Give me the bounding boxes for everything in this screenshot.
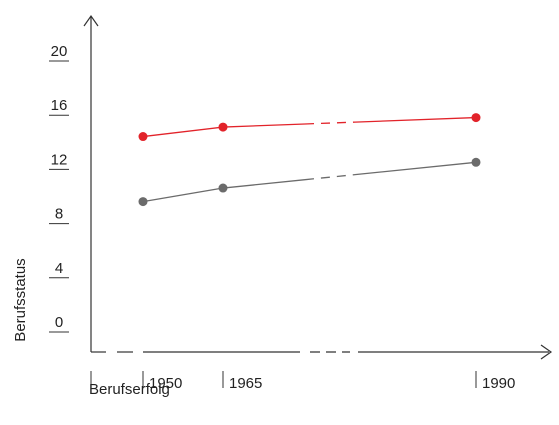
series-1-segment xyxy=(354,161,477,176)
y-tick-label: 8 xyxy=(55,206,63,223)
y-tick-label: 0 xyxy=(55,314,63,331)
x-tick-label: 1990 xyxy=(482,375,515,392)
y-axis-arrow xyxy=(83,14,99,27)
x-tick-label: 1950 xyxy=(149,375,182,392)
x-axis-arrow xyxy=(540,344,553,360)
y-axis-label: Berufsstatus xyxy=(12,258,29,341)
series-1-dashed-segment xyxy=(304,173,356,181)
series-0-segment xyxy=(222,123,306,128)
series-1-segment xyxy=(222,179,306,189)
series-1-point xyxy=(138,197,148,207)
y-tick-label: 12 xyxy=(51,151,68,168)
series-0-segment xyxy=(354,116,477,123)
series-0-point xyxy=(471,113,481,123)
y-tick-label: 16 xyxy=(51,97,68,114)
series-1-point xyxy=(218,183,228,193)
series-0-segment xyxy=(142,126,224,138)
x-tick-label: 1965 xyxy=(229,375,262,392)
series-1-point xyxy=(471,157,481,167)
series-0-dashed-segment xyxy=(304,121,356,125)
y-tick-label: 20 xyxy=(51,43,68,60)
y-tick-label: 4 xyxy=(55,260,63,277)
series-0-point xyxy=(138,132,148,142)
series-1-segment xyxy=(142,187,224,203)
x-axis-label: Berufserfolg xyxy=(89,381,170,398)
series-0-point xyxy=(218,122,228,132)
